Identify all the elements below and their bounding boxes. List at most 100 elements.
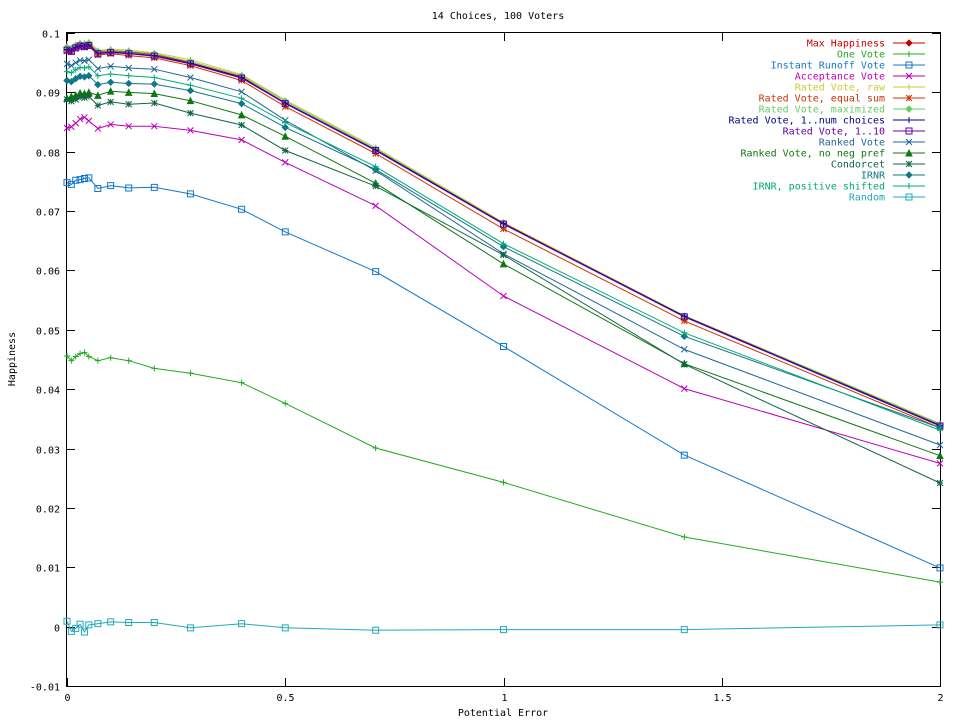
- data-point: [63, 60, 71, 68]
- data-point: [85, 621, 93, 629]
- legend-marker: [905, 61, 913, 69]
- data-point: [76, 93, 84, 101]
- data-point: [681, 533, 688, 540]
- y-tick-label: 0.08: [36, 149, 60, 160]
- data-point: [281, 159, 289, 166]
- legend-marker: [905, 94, 913, 102]
- legend-marker: [905, 138, 913, 146]
- data-point: [500, 342, 507, 350]
- data-point: [281, 132, 290, 140]
- data-point: [76, 620, 84, 628]
- legend-label: Instant Runoff Vote: [771, 61, 885, 72]
- data-point: [107, 70, 114, 77]
- data-point: [85, 93, 93, 100]
- data-point: [85, 174, 93, 182]
- data-point: [63, 96, 71, 103]
- legend-item: One Vote: [837, 50, 925, 61]
- data-point: [150, 52, 158, 60]
- data-point: [186, 190, 194, 198]
- data-point: [125, 184, 133, 192]
- data-point: [187, 74, 194, 81]
- y-tick-label: 0.06: [36, 267, 60, 278]
- data-point: [68, 97, 75, 105]
- x-axis-label: Potential Error: [458, 708, 548, 719]
- legend-label: Rated Vote, 1..num choices: [728, 116, 885, 127]
- data-point: [187, 109, 194, 117]
- legend-label: Random: [849, 193, 885, 204]
- data-point: [67, 77, 76, 86]
- data-point: [107, 354, 114, 361]
- series-random: [63, 617, 944, 636]
- data-point: [372, 444, 379, 451]
- y-tick-label: 0.02: [36, 505, 60, 516]
- data-point: [500, 220, 507, 228]
- data-point: [936, 564, 944, 572]
- data-point: [125, 357, 132, 364]
- data-point: [151, 74, 158, 81]
- legend-item: Acceptance Vote: [795, 72, 925, 83]
- legend-label: IRNR, positive shifted: [753, 182, 885, 193]
- data-point: [500, 292, 507, 300]
- data-point: [94, 65, 102, 72]
- data-point: [372, 268, 380, 276]
- data-point: [238, 136, 245, 144]
- data-point: [85, 41, 93, 49]
- data-point: [150, 122, 158, 130]
- data-point: [81, 65, 88, 72]
- data-point: [72, 353, 79, 360]
- data-point: [85, 117, 93, 125]
- data-point: [680, 385, 688, 392]
- series-irnr: [63, 72, 944, 432]
- legend-label: One Vote: [837, 50, 885, 61]
- data-point: [94, 80, 102, 89]
- y-tick-label: 0.09: [36, 89, 60, 100]
- data-point: [680, 451, 688, 459]
- axis-ticks: -0.01 0 0.01 0.02 0.03 0.04 0.05 0.06 0.07 0.08 0.…: [30, 30, 944, 705]
- data-point: [76, 72, 84, 81]
- data-point: [237, 110, 246, 119]
- y-tick-label: -0.01: [30, 683, 60, 694]
- data-point: [125, 79, 133, 88]
- y-tick-label: 0.05: [36, 327, 60, 338]
- data-point: [150, 183, 158, 191]
- data-point: [936, 451, 944, 460]
- data-point: [372, 202, 380, 210]
- data-point: [680, 360, 688, 368]
- data-point: [107, 182, 115, 190]
- x-tick-label: 1: [501, 693, 507, 704]
- series-group: [63, 38, 944, 636]
- data-point: [81, 113, 88, 121]
- data-point: [94, 620, 102, 628]
- data-point: [94, 357, 101, 364]
- legend-label: Rated Vote, 1..10: [783, 127, 885, 138]
- data-point: [125, 122, 133, 130]
- data-point: [281, 624, 289, 632]
- data-point: [77, 64, 84, 71]
- data-point: [372, 147, 380, 155]
- data-point: [150, 80, 159, 88]
- data-point: [151, 365, 158, 372]
- legend-label: Rated Vote, raw: [795, 83, 886, 94]
- plot-frame: [66, 32, 941, 687]
- series-line: [66, 351, 941, 583]
- legend-marker: [905, 171, 913, 179]
- data-point: [94, 91, 102, 99]
- legend-marker: [905, 39, 913, 47]
- data-point: [281, 100, 289, 108]
- data-point: [936, 479, 944, 487]
- series-line: [66, 90, 941, 457]
- data-point: [150, 618, 158, 626]
- legend-marker: [905, 193, 913, 201]
- data-point: [500, 626, 507, 634]
- data-point: [150, 99, 158, 107]
- legend-item: Condorcet: [831, 160, 925, 171]
- data-point: [281, 228, 289, 236]
- data-point: [186, 86, 195, 95]
- data-point: [72, 66, 79, 73]
- data-point: [94, 72, 101, 79]
- data-point: [238, 121, 245, 129]
- data-point: [282, 119, 289, 126]
- series-acceptance-vote: [63, 113, 944, 467]
